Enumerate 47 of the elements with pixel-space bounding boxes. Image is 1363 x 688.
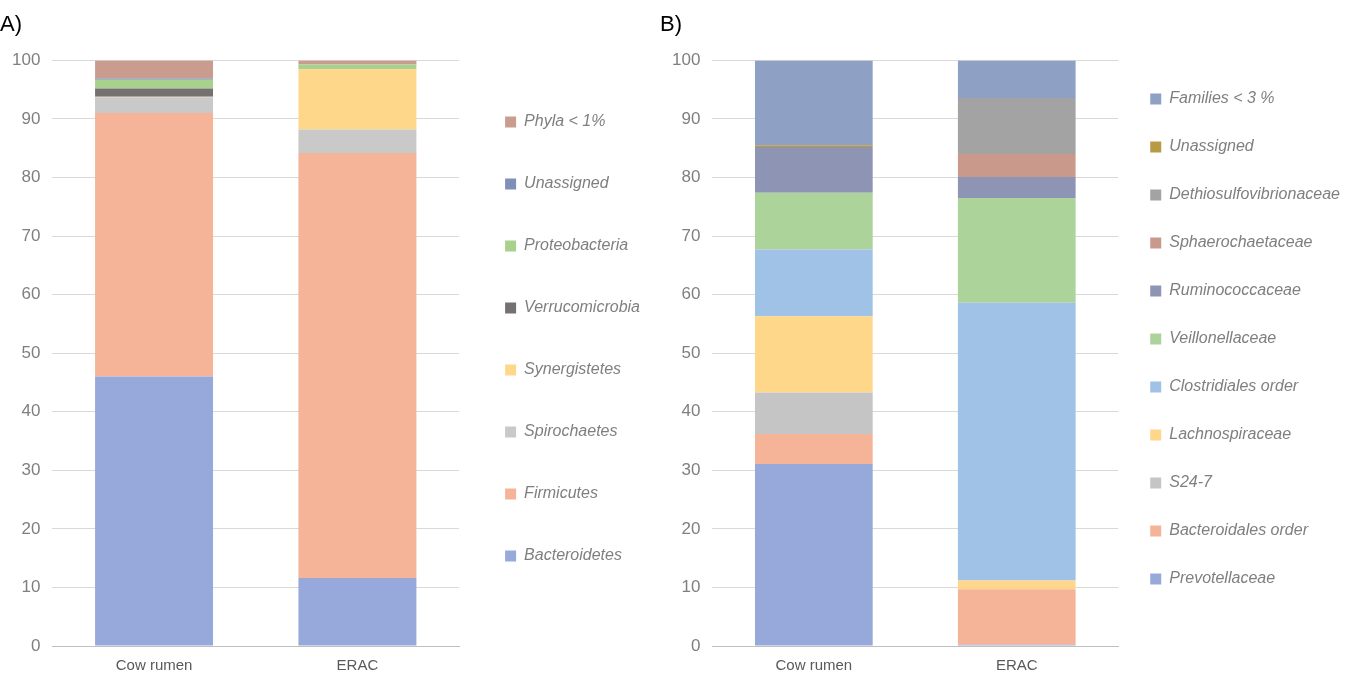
y-tick-label: 50: [21, 342, 41, 362]
legend-label: Lachnospiraceae: [1169, 425, 1292, 443]
y-tick-label: 30: [681, 460, 701, 480]
legend-label: Families < 3 %: [1169, 89, 1275, 107]
y-tick-label: 90: [681, 108, 701, 128]
legend-label: S24-7: [1169, 473, 1214, 491]
y-tick-label: 0: [690, 635, 701, 655]
legend-label: Sphaerochaetaceae: [1169, 233, 1313, 251]
y-tick-label: 100: [11, 50, 41, 70]
y-tick-label: 80: [681, 167, 701, 187]
x-tick-label: Cow rumen: [775, 656, 853, 674]
y-tick-label: 30: [21, 460, 41, 480]
y-tick-label: 60: [21, 284, 41, 304]
legend-label: Dethiosulfovibrionaceae: [1169, 185, 1341, 203]
x-tick-label: ERAC: [995, 656, 1038, 674]
y-tick-label: 90: [21, 108, 41, 128]
y-tick-label: 70: [21, 225, 41, 245]
y-tick-label: 10: [21, 577, 41, 597]
legend-label: Verrucomicrobia: [524, 298, 641, 316]
y-tick-label: 70: [681, 225, 701, 245]
y-tick-label: 80: [21, 167, 41, 187]
legend-label: Bacteroidetes: [524, 546, 622, 564]
chart-title: B): [660, 11, 682, 37]
y-tick-label: 40: [681, 401, 701, 421]
legend-label: Unassigned: [524, 174, 610, 192]
legend-label: Proteobacteria: [524, 236, 629, 254]
y-tick-label: 20: [681, 518, 701, 538]
y-tick-label: 10: [681, 577, 701, 597]
y-tick-label: 60: [681, 284, 701, 304]
legend-label: Unassigned: [1169, 137, 1255, 155]
x-tick-label: ERAC: [336, 656, 379, 674]
legend-label: Bacteroidales order: [1169, 521, 1309, 539]
legend-label: Synergistetes: [524, 360, 622, 378]
y-tick-label: 40: [21, 401, 41, 421]
chart-title: A): [0, 11, 22, 37]
y-tick-label: 100: [671, 50, 701, 70]
legend-label: Spirochaetes: [524, 422, 618, 440]
y-tick-label: 50: [681, 342, 701, 362]
legend-label: Ruminococcaceae: [1169, 281, 1301, 299]
legend-label: Veillonellaceae: [1169, 329, 1277, 347]
x-tick-label: Cow rumen: [115, 656, 193, 674]
y-tick-label: 0: [30, 635, 41, 655]
legend-label: Clostridiales order: [1169, 377, 1299, 395]
legend-label: Phyla < 1%: [524, 112, 606, 130]
y-tick-label: 20: [21, 518, 41, 538]
legend-label: Firmicutes: [524, 484, 598, 502]
legend-label: Prevotellaceae: [1169, 569, 1276, 587]
